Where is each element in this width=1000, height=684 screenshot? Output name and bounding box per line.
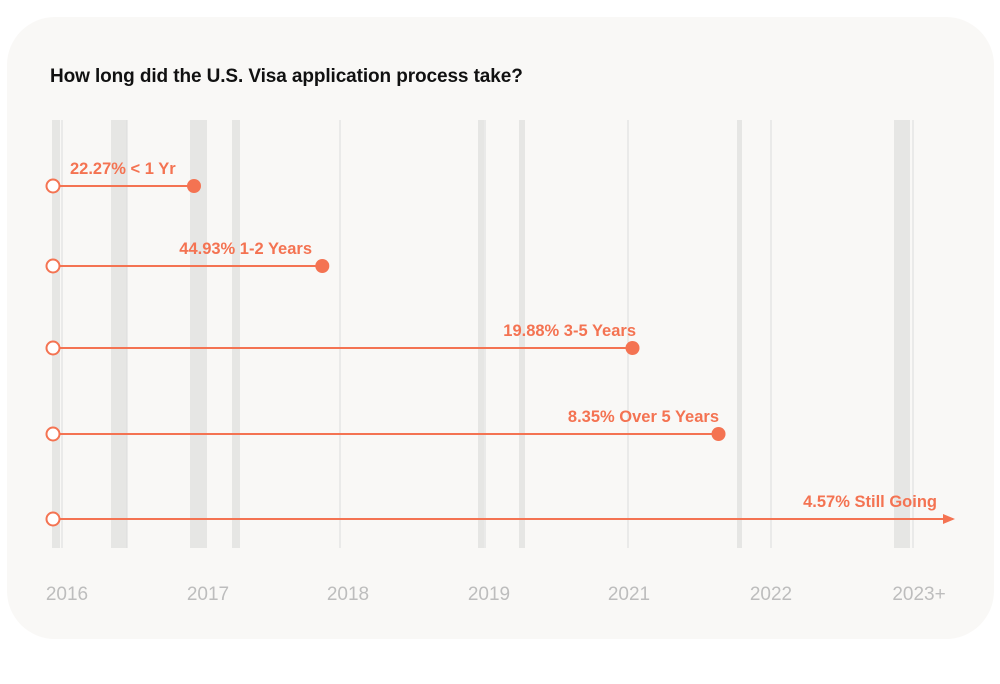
series-layer: 22.27% < 1 Yr 44.93% 1-2 Years 19.88% 3-5 … xyxy=(45,160,955,527)
grid-band xyxy=(737,120,742,548)
series-data-label: 44.93% 1-2 Years xyxy=(179,240,312,258)
grid-band xyxy=(519,120,525,548)
series-start-dot xyxy=(45,426,61,442)
chart-title: How long did the U.S. Visa application p… xyxy=(50,66,523,87)
grid-band xyxy=(478,120,484,548)
grid-band xyxy=(111,120,127,548)
grid-band xyxy=(52,120,60,548)
series-end-dot xyxy=(187,179,201,193)
x-tick-label: 2023+ xyxy=(892,584,945,605)
series-row: 22.27% < 1 Yr xyxy=(45,160,201,194)
series-end-dot xyxy=(315,259,330,273)
grid-layer xyxy=(52,120,914,548)
x-axis-ticks: 2016 2017 2018 2019 2021 2022 2023+ xyxy=(46,584,946,605)
series-start-dot xyxy=(45,178,61,194)
series-end-dot xyxy=(625,341,640,355)
series-row: 8.35% Over 5 Years xyxy=(45,408,726,442)
series-data-label: 4.57% Still Going xyxy=(803,493,937,511)
series-start-dot xyxy=(45,511,61,527)
x-tick-label: 2021 xyxy=(608,584,650,605)
series-data-label: 8.35% Over 5 Years xyxy=(568,408,719,426)
x-tick-label: 2016 xyxy=(46,584,88,605)
x-tick-label: 2017 xyxy=(187,584,229,605)
grid-band xyxy=(894,120,910,548)
chart-card xyxy=(7,17,994,639)
series-data-label: 22.27% < 1 Yr xyxy=(70,160,176,178)
series-start-dot xyxy=(45,340,61,356)
series-start-dot xyxy=(45,258,61,274)
series-data-label: 19.88% 3-5 Years xyxy=(503,322,636,340)
x-tick-label: 2018 xyxy=(327,584,369,605)
grid-band xyxy=(232,120,240,548)
series-row: 19.88% 3-5 Years xyxy=(45,322,640,356)
x-tick-label: 2022 xyxy=(750,584,792,605)
series-row: 44.93% 1-2 Years xyxy=(45,240,330,274)
series-row: 4.57% Still Going xyxy=(45,493,955,527)
x-tick-label: 2019 xyxy=(468,584,510,605)
grid-band xyxy=(190,120,207,548)
series-end-dot xyxy=(711,427,726,441)
